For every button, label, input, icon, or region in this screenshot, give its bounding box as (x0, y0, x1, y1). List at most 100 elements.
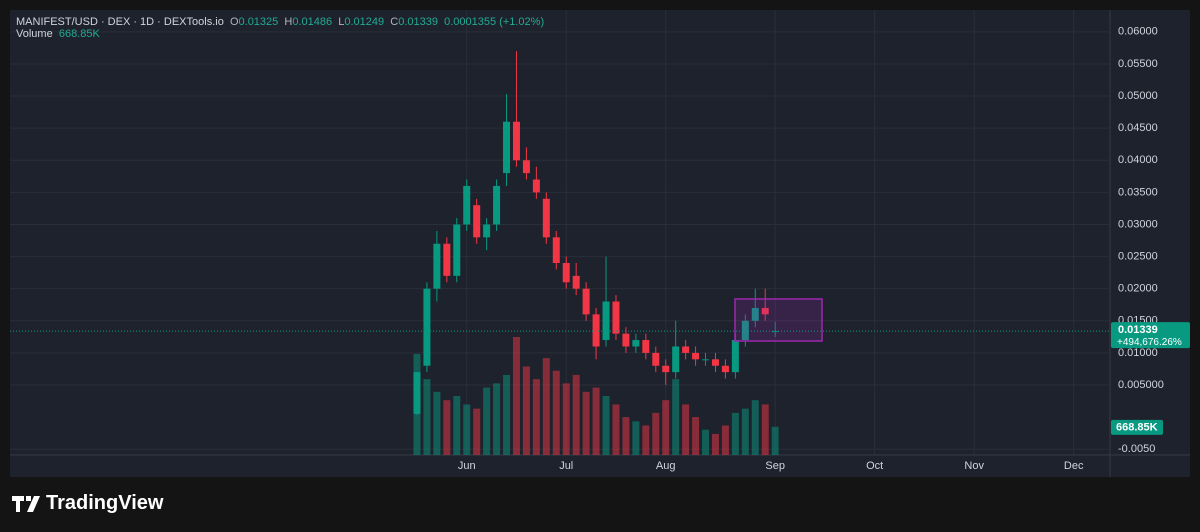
candle-body (592, 314, 600, 347)
y-tick-label: 0.02000 (1118, 283, 1158, 295)
volume-bar (682, 404, 690, 455)
x-tick-label: Sep (765, 460, 785, 472)
volume-bar (771, 426, 779, 455)
candle-body (741, 320, 749, 341)
volume-bar (731, 412, 739, 455)
candle-body (532, 179, 540, 193)
volume-bar (622, 417, 630, 455)
candle-body (572, 275, 580, 289)
volume-bar (443, 400, 451, 455)
candle-body (522, 160, 530, 174)
candle-body (493, 185, 501, 225)
y-tick-label: 0.005000 (1118, 379, 1164, 391)
candle-body (672, 346, 680, 373)
ohlc-value: 0.01325 (238, 16, 279, 28)
volume-bar (572, 374, 580, 455)
volume-bar (463, 404, 471, 455)
volume-bar (483, 387, 491, 455)
chart: 0.06000 0.05500 0.05000 0.04500 0.04000 0.035… (10, 10, 1190, 477)
volume-value-label: 668.85K (1116, 422, 1158, 434)
volume-bar (592, 387, 600, 455)
brand: TradingView (12, 492, 163, 515)
ohlc-key: C (390, 16, 399, 28)
candle-body (751, 307, 759, 321)
volume-bar (433, 391, 441, 455)
ohlc-key: L (338, 16, 345, 28)
candle-body (473, 205, 481, 238)
volume-bar (702, 429, 710, 455)
volume-bar (423, 379, 431, 455)
ohlc-key: O (229, 16, 239, 28)
since-start-label: +494,676.26% (1117, 337, 1182, 348)
candle-body (622, 333, 630, 347)
drawing-rectangle (734, 298, 823, 342)
volume-bar (612, 404, 620, 455)
brand-name: TradingView (46, 492, 164, 514)
candle-body (662, 365, 670, 373)
brand-logo (12, 495, 40, 512)
candle-body (552, 237, 560, 264)
candle-body (602, 301, 610, 341)
volume-bar (542, 358, 550, 455)
candle-body (612, 301, 620, 334)
volume-bar (582, 391, 590, 455)
candle-body (433, 243, 441, 289)
volume-bar (652, 412, 660, 455)
volume-label: Volume (16, 28, 53, 40)
candle-body (702, 359, 710, 361)
candle-body (632, 340, 640, 347)
volume-bar (562, 383, 570, 455)
y-tick-label: 0.04000 (1118, 154, 1158, 166)
candle-body (761, 307, 769, 315)
candle-body (711, 359, 719, 366)
volume-bar (721, 425, 729, 455)
y-tick-label: 0.06000 (1118, 26, 1158, 38)
candle-body (483, 224, 491, 238)
ohlc-value: 0.01249 (344, 16, 385, 28)
volume-bar (761, 404, 769, 455)
change: 0.0001355 (444, 16, 497, 28)
volume-bar (453, 396, 461, 455)
last-price-box (1111, 322, 1190, 349)
ohlc-key: H (284, 16, 293, 28)
y-tick-label: 0.01000 (1118, 347, 1158, 359)
volume-bar (602, 396, 610, 455)
candle-body (721, 365, 729, 373)
ohlc-value: 0.01486 (292, 16, 333, 28)
x-tick-label: Jul (559, 460, 573, 472)
y-tick-label: 0.04500 (1118, 122, 1158, 134)
y-tick-label: 0.05000 (1118, 90, 1158, 102)
x-tick-label: Aug (656, 460, 676, 472)
candle-body (562, 263, 570, 283)
candle-body (443, 243, 451, 276)
volume-bar (741, 408, 749, 455)
candle-body (423, 288, 431, 366)
candle-body (731, 340, 739, 373)
volume-bar (642, 425, 650, 455)
y-tick-label: 0.02500 (1118, 250, 1158, 262)
x-tick-label: Oct (866, 460, 883, 472)
volume-bar (672, 379, 680, 455)
y-tick-label: 0.03000 (1118, 218, 1158, 230)
candle-body (582, 288, 590, 315)
candle-body (652, 352, 660, 366)
volume-bar (473, 408, 481, 455)
volume-bar (522, 366, 530, 455)
volume-value: 668.85K (58, 28, 100, 40)
volume-bar (711, 433, 719, 455)
candle-body (642, 340, 650, 353)
volume-bar (632, 421, 640, 455)
symbol: MANIFEST/USD · DEX · 1D · DEXTools.io (16, 16, 224, 28)
volume-bar (751, 400, 759, 455)
legend-header: MANIFEST/USD · DEX · 1D · DEXTools.io O0… (16, 16, 544, 40)
candle-body (463, 185, 471, 225)
candle-body (503, 121, 511, 174)
x-tick-label: Jun (458, 460, 476, 472)
last-price-label: 0.01339 (1118, 324, 1158, 336)
volume-value-box (1111, 419, 1163, 435)
candle-body (453, 224, 461, 276)
volume-bar (493, 383, 501, 455)
y-tick-label: -0.0050 (1118, 443, 1155, 455)
y-tick-label: 0.05500 (1118, 58, 1158, 70)
